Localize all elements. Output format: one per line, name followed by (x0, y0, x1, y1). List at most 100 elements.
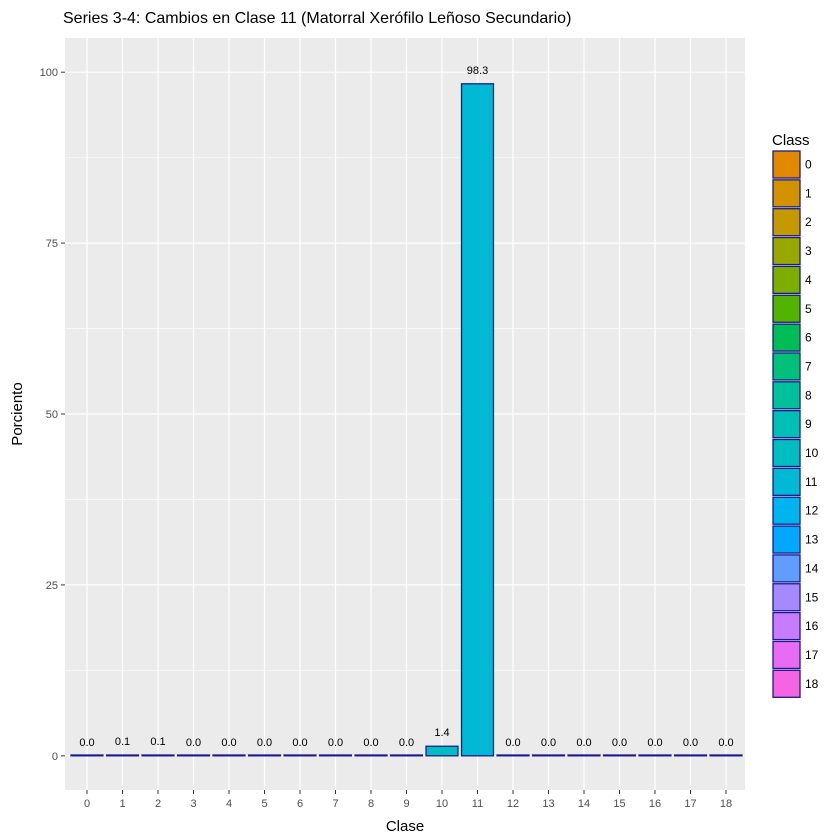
bar-label-4: 0.0 (221, 737, 236, 749)
legend-label-3: 3 (805, 244, 812, 258)
bar-label-9: 0.0 (399, 737, 414, 749)
legend-key-5 (772, 294, 801, 323)
legend-key-12 (772, 496, 801, 525)
x-tick-label: 10 (436, 798, 448, 810)
legend-label-9: 9 (805, 417, 812, 431)
legend-label-8: 8 (805, 388, 812, 402)
y-tick-label: 25 (46, 580, 58, 592)
legend-key-7 (772, 352, 801, 381)
x-tick-label: 15 (613, 798, 625, 810)
bar-label-3: 0.0 (186, 737, 201, 749)
bar-labels: 0.0 0.1 0.1 0.0 0.0 0.0 0.0 0.0 0.0 0.0 1.4 98.3 0.0… (79, 65, 733, 749)
grid-lines (65, 38, 745, 790)
y-axis-ticks: 0 25 50 75 100 (40, 67, 65, 763)
bar-label-11: 98.3 (467, 65, 488, 77)
bar-12 (496, 754, 530, 757)
legend-label-1: 1 (805, 186, 812, 200)
bar-14 (567, 754, 601, 757)
bar-0 (70, 754, 104, 757)
legend-key-0 (772, 150, 801, 179)
legend-label-2: 2 (805, 215, 812, 229)
legend-label-14: 14 (805, 561, 819, 575)
x-tick-label: 18 (720, 798, 732, 810)
x-tick-label: 3 (190, 798, 196, 810)
legend-label-6: 6 (805, 331, 812, 345)
bar-17 (673, 754, 708, 757)
x-tick-label: 5 (261, 798, 267, 810)
legend-key-2 (772, 208, 801, 237)
legend-key-10 (772, 438, 801, 468)
y-axis-title: Porciento (9, 382, 26, 445)
bar-label-7: 0.0 (328, 737, 343, 749)
legend-key-9 (772, 409, 801, 439)
bar-label-1: 0.1 (115, 736, 130, 748)
legend-label-10: 10 (805, 446, 819, 460)
y-tick-label: 75 (46, 238, 58, 250)
legend-label-17: 17 (805, 648, 819, 662)
legend-label-16: 16 (805, 619, 819, 633)
legend-key-13 (772, 525, 801, 554)
legend-title: Class (772, 132, 810, 149)
legend-label-0: 0 (805, 158, 812, 172)
bar-label-5: 0.0 (257, 737, 272, 749)
x-tick-label: 13 (542, 798, 554, 810)
bar-10 (425, 745, 459, 757)
legend-label-15: 15 (805, 590, 819, 604)
legend-key-18 (772, 669, 801, 698)
bar-7 (318, 754, 353, 757)
legend-key-1 (772, 179, 801, 208)
legend-label-11: 11 (805, 475, 818, 489)
legend-key-16 (772, 611, 801, 641)
legend-key-4 (772, 265, 801, 295)
bar-11 (460, 83, 495, 757)
legend-key-15 (772, 583, 801, 612)
bar-4 (212, 754, 246, 757)
y-tick-label: 0 (52, 751, 58, 763)
x-tick-label: 12 (507, 798, 519, 810)
bar-label-12: 0.0 (505, 737, 520, 749)
bars (70, 83, 743, 757)
bar-15 (602, 754, 637, 757)
bar-label-16: 0.0 (647, 737, 662, 749)
x-axis-ticks: 0 1 2 3 4 5 6 7 8 9 10 11 12 13 14 15 16 17 18 (84, 790, 732, 810)
x-tick-label: 8 (368, 798, 374, 810)
bar-label-10: 1.4 (434, 727, 449, 739)
bar-9 (389, 754, 424, 757)
x-tick-label: 7 (332, 798, 338, 810)
bar-label-18: 0.0 (718, 737, 733, 749)
legend-key-14 (772, 554, 801, 583)
bar-label-0: 0.0 (79, 737, 94, 749)
legend-label-5: 5 (805, 302, 812, 316)
x-axis-title: Clase (386, 818, 424, 835)
legend-label-7: 7 (805, 359, 812, 373)
x-tick-label: 16 (649, 798, 661, 810)
y-tick-label: 100 (40, 67, 58, 79)
y-tick-label: 50 (46, 409, 58, 421)
x-tick-label: 17 (684, 798, 696, 810)
bar-16 (638, 754, 672, 757)
legend-label-13: 13 (805, 533, 819, 547)
bar-5 (247, 754, 282, 757)
bar-18 (709, 754, 743, 757)
legend-label-12: 12 (805, 504, 819, 518)
bar-6 (283, 754, 317, 757)
chart-title: Series 3-4: Cambios en Clase 11 (Matorra… (63, 10, 571, 27)
x-tick-label: 14 (578, 798, 590, 810)
bar-label-13: 0.0 (541, 737, 556, 749)
legend-key-17 (772, 640, 801, 670)
legend-key-8 (772, 381, 801, 410)
bar-8 (354, 754, 388, 757)
bar-label-14: 0.0 (576, 737, 591, 749)
bar-1 (105, 754, 140, 757)
bar-3 (176, 754, 211, 757)
bar-label-17: 0.0 (683, 737, 698, 749)
legend-key-11 (772, 467, 801, 497)
legend-label-4: 4 (805, 273, 812, 287)
x-tick-label: 2 (155, 798, 161, 810)
x-tick-label: 4 (226, 798, 232, 810)
bar-13 (531, 754, 566, 757)
bar-2 (141, 754, 175, 757)
bar-label-15: 0.0 (612, 737, 627, 749)
x-tick-label: 1 (119, 798, 125, 810)
